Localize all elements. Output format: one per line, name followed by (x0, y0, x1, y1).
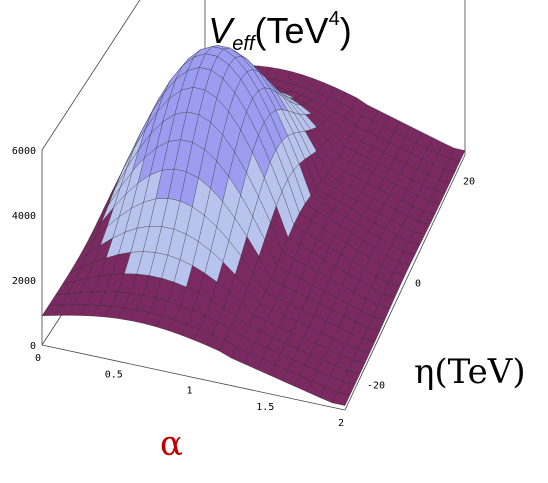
z-tick-label: 6000 (12, 146, 36, 157)
box-edge (344, 154, 466, 411)
z-tick-label: 0 (30, 341, 36, 352)
surface-mesh (41, 45, 466, 406)
alpha-tick-label: 0.5 (105, 369, 123, 380)
z-tick-label: 4000 (12, 211, 36, 222)
axis-ticks: 0 2000 4000 6000 0 0.5 1 1.5 2 -20 0 20 (12, 146, 475, 429)
surface-patch (332, 392, 351, 406)
eta-tick-label: 0 (415, 279, 421, 290)
z-tick-label: 2000 (12, 276, 36, 287)
chart-title: Veff(TeV4) (208, 8, 352, 55)
alpha-tick-label: 1 (186, 386, 192, 397)
alpha-axis-label: α (160, 424, 183, 464)
box-edge (41, 0, 141, 151)
alpha-tick-label: 2 (338, 418, 344, 429)
box-edge (41, 344, 346, 411)
eta-tick-label: -20 (367, 381, 385, 392)
eta-tick-label: 20 (463, 177, 475, 188)
eta-axis-label: η(TeV) (414, 352, 526, 392)
alpha-tick-label: 1.5 (256, 402, 274, 413)
alpha-tick-label: 0 (35, 353, 41, 364)
